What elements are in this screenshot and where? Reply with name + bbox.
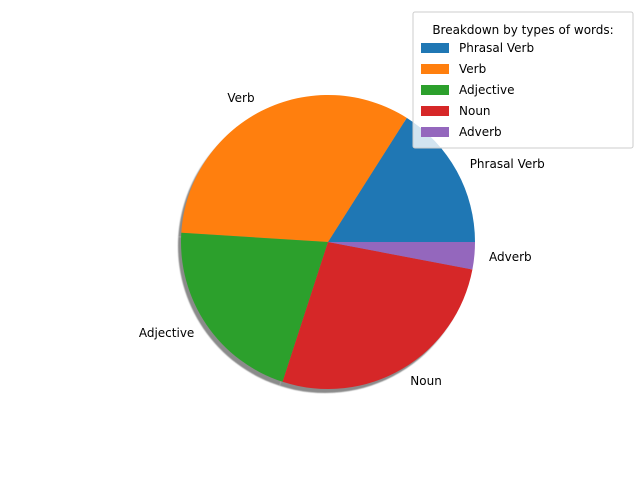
slice-noun bbox=[282, 242, 473, 390]
legend-title: Breakdown by types of words: bbox=[432, 23, 613, 37]
slice-label-phrasal-verb: Phrasal Verb bbox=[470, 157, 545, 171]
legend-swatch-verb bbox=[421, 64, 449, 74]
legend-swatch-phrasal-verb bbox=[421, 43, 449, 53]
legend-label-adjective: Adjective bbox=[459, 83, 514, 97]
legend-swatch-noun bbox=[421, 106, 449, 116]
legend-frame bbox=[412, 11, 634, 149]
legend-label-phrasal-verb: Phrasal Verb bbox=[459, 41, 534, 55]
pie-slices bbox=[180, 94, 475, 390]
slice-label-adjective: Adjective bbox=[139, 326, 194, 340]
slice-verb bbox=[181, 94, 407, 242]
legend-label-noun: Noun bbox=[459, 104, 491, 118]
legend-swatch-adjective bbox=[421, 85, 449, 95]
slice-label-adverb: Adverb bbox=[489, 250, 532, 264]
slice-phrasal-verb bbox=[328, 117, 475, 242]
slice-adverb bbox=[328, 242, 475, 270]
legend-label-verb: Verb bbox=[459, 62, 486, 76]
slice-adjective bbox=[180, 232, 328, 382]
legend-swatch-adverb bbox=[421, 127, 449, 137]
slice-label-verb: Verb bbox=[227, 91, 254, 105]
legend-label-adverb: Adverb bbox=[459, 125, 502, 139]
pie-labels: Phrasal Verb Verb Adjective Noun Adverb bbox=[139, 91, 545, 388]
legend: Breakdown by types of words: Phrasal Ver… bbox=[412, 11, 634, 149]
slice-label-noun: Noun bbox=[410, 374, 442, 388]
